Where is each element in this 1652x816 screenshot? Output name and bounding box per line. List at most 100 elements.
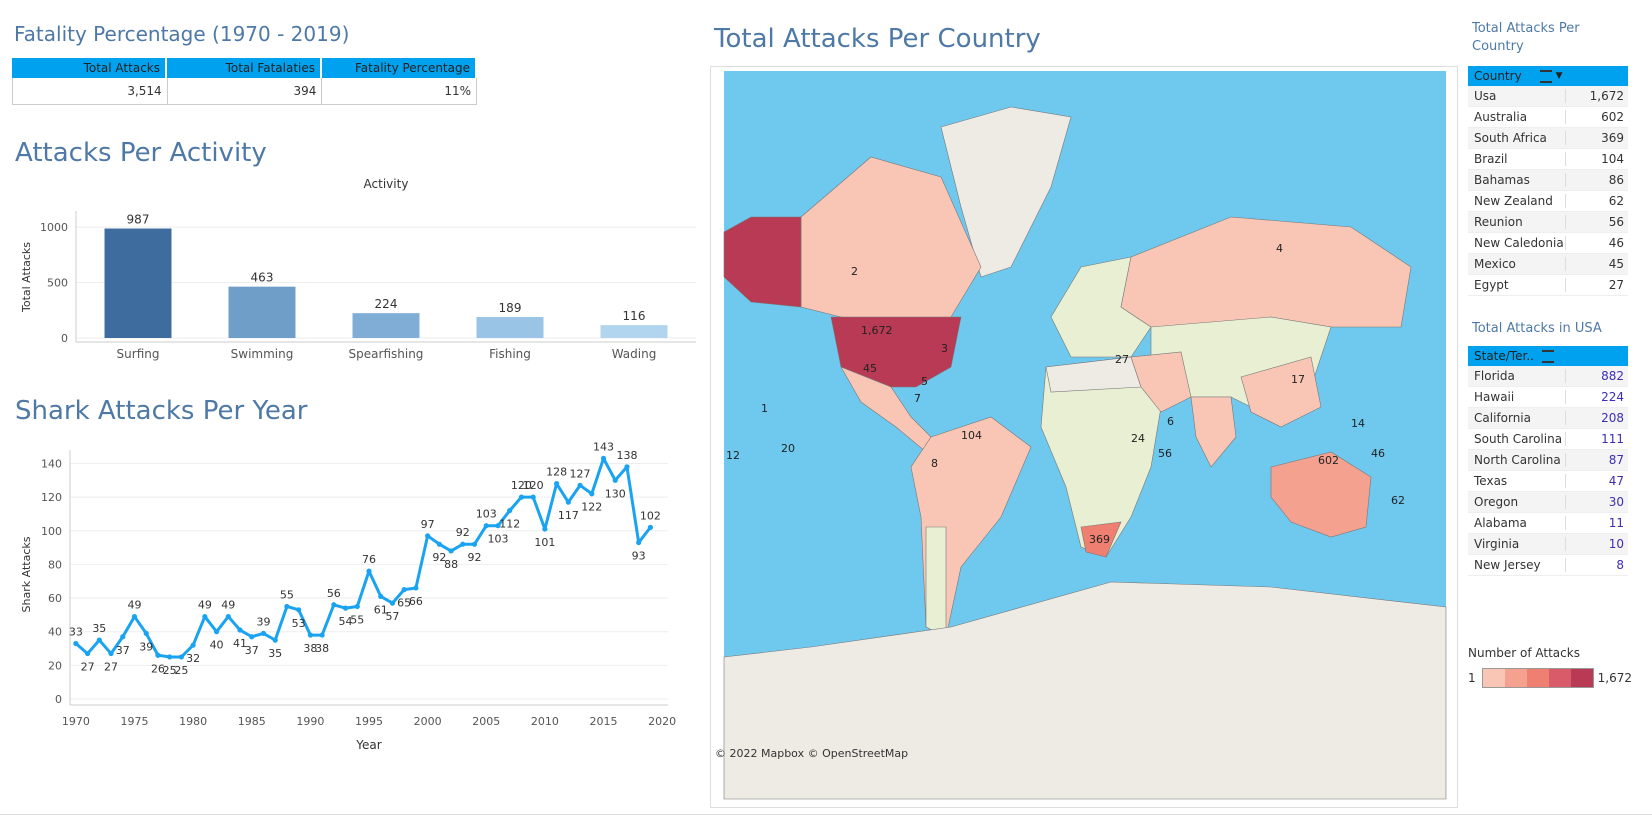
data-point	[425, 533, 431, 539]
data-label: 92	[468, 551, 482, 564]
map-frame[interactable]: 1,672 602 369 104 45 56 62 46 27 20 4 2 …	[710, 66, 1458, 808]
middle-east-shape	[1130, 351, 1192, 413]
table-row[interactable]: Texas 47	[1468, 471, 1628, 492]
data-point	[624, 464, 630, 470]
usa_table-value: 11	[1565, 516, 1628, 530]
data-label: 127	[570, 467, 591, 480]
data-point	[178, 654, 184, 660]
x-tick-label: 1990	[296, 715, 324, 728]
sort-icon[interactable]	[1541, 349, 1554, 363]
table-row[interactable]: Virginia 10	[1468, 534, 1628, 555]
table-row[interactable]: Australia 602	[1468, 107, 1628, 128]
data-point	[155, 652, 161, 658]
table-row[interactable]: Mexico 45	[1468, 254, 1628, 275]
category-label: Swimming	[231, 347, 294, 361]
year-title: Shark Attacks Per Year	[15, 396, 308, 426]
dropdown-caret-icon[interactable]: ▼	[1555, 71, 1563, 81]
data-label: 57	[385, 610, 399, 623]
legend-max: 1,672	[1597, 671, 1632, 685]
data-point	[272, 637, 278, 643]
usa_table-name: Texas	[1474, 474, 1508, 488]
data-label: 122	[581, 501, 602, 514]
data-point	[366, 568, 372, 574]
data-point	[190, 642, 196, 648]
usa_table-value: 47	[1565, 474, 1628, 488]
usa-table-header[interactable]: State/Ter..	[1468, 346, 1628, 366]
data-point	[507, 507, 513, 514]
category-label: Fishing	[489, 347, 531, 361]
table-row[interactable]: Egypt 27	[1468, 275, 1628, 296]
country_table-value: 104	[1565, 152, 1628, 166]
map-label-usa: 1,672	[861, 324, 893, 337]
table-row[interactable]: Reunion 56	[1468, 212, 1628, 233]
data-point	[249, 634, 255, 640]
data-label: 130	[605, 487, 626, 500]
data-label: 55	[280, 588, 294, 601]
world-map[interactable]: 1,672 602 369 104 45 56 62 46 27 20 4 2 …	[711, 67, 1457, 807]
y-tick-label: 100	[41, 525, 62, 538]
data-point	[378, 593, 384, 599]
data-point	[167, 654, 173, 660]
map-label-egypt: 27	[1115, 353, 1129, 366]
category-label: Surfing	[117, 347, 160, 361]
table-row[interactable]: Florida 882	[1468, 366, 1628, 387]
x-tick-label: 2020	[648, 715, 676, 728]
data-label: 33	[69, 625, 83, 638]
table-row[interactable]: Oregon 30	[1468, 492, 1628, 513]
country-table-header[interactable]: Country ▼	[1468, 66, 1628, 86]
y-tick-label: 60	[48, 592, 62, 605]
table-row[interactable]: South Carolina 111	[1468, 429, 1628, 450]
x-axis-label: Year	[355, 738, 381, 752]
usa-table: State/Ter.. Florida 882 Hawaii 224 Californi…	[1468, 346, 1628, 576]
legend-swatch	[1504, 669, 1527, 687]
data-point	[108, 650, 114, 657]
table-row[interactable]: Brazil 104	[1468, 149, 1628, 170]
usa_table-name: Virginia	[1474, 537, 1520, 551]
usa_table-name: Florida	[1474, 369, 1515, 383]
x-tick-label: 1980	[179, 715, 207, 728]
bar-value-label: 116	[623, 309, 646, 323]
bottom-divider	[0, 814, 1652, 815]
country_table-value: 56	[1565, 215, 1628, 229]
table-row[interactable]: New Caledonia 46	[1468, 233, 1628, 254]
country_table-value: 62	[1565, 194, 1628, 208]
data-point	[284, 603, 290, 610]
data-point	[413, 585, 419, 591]
legend-title: Number of Attacks	[1468, 646, 1580, 660]
sort-icon[interactable]	[1539, 69, 1552, 83]
value-fatality-percentage: 11%	[444, 84, 472, 98]
table-row[interactable]: South Africa 369	[1468, 128, 1628, 149]
data-label: 35	[92, 622, 106, 635]
data-point	[460, 541, 466, 547]
data-label: 25	[174, 664, 188, 677]
table-row[interactable]: Hawaii 224	[1468, 387, 1628, 408]
table-row[interactable]: Alabama 11	[1468, 513, 1628, 534]
table-row[interactable]: Usa 1,672	[1468, 86, 1628, 107]
data-label: 35	[268, 647, 282, 660]
map-label-canada: 2	[851, 265, 858, 278]
map-label-seychelles: 6	[1167, 415, 1174, 428]
data-label: 49	[127, 599, 141, 612]
data-point	[120, 634, 126, 640]
map-label-tahiti: 12	[726, 449, 740, 462]
usa_table-name: North Carolina	[1474, 453, 1561, 467]
data-label: 25	[163, 664, 177, 677]
data-point	[213, 629, 220, 635]
data-point	[296, 607, 302, 613]
country_table-value: 369	[1565, 131, 1628, 145]
map-label-australia: 602	[1318, 454, 1339, 467]
data-point	[483, 523, 489, 529]
table-row[interactable]: North Carolina 87	[1468, 450, 1628, 471]
y-tick-label: 120	[41, 491, 62, 504]
antarctica-shape	[723, 581, 1447, 800]
table-row[interactable]: New Zealand 62	[1468, 191, 1628, 212]
y-tick-label: 1000	[40, 221, 68, 234]
data-point	[260, 630, 267, 636]
australia-shape	[1270, 451, 1372, 538]
table-row[interactable]: California 208	[1468, 408, 1628, 429]
bar-value-label: 463	[251, 271, 274, 285]
table-row[interactable]: Bahamas 86	[1468, 170, 1628, 191]
country_table-value: 602	[1565, 110, 1628, 124]
map-label-russia: 4	[1276, 242, 1283, 255]
table-row[interactable]: New Jersey 8	[1468, 555, 1628, 576]
